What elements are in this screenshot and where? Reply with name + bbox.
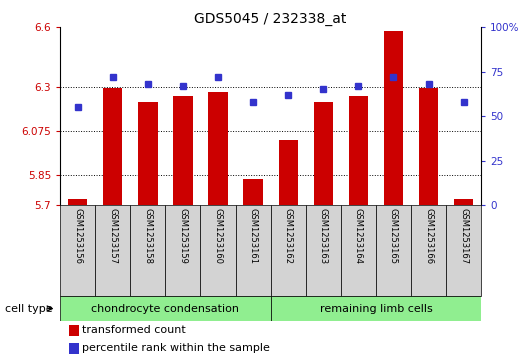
Bar [271, 205, 306, 296]
Bar [341, 205, 376, 296]
Bar [130, 205, 165, 296]
Text: GSM1253159: GSM1253159 [178, 208, 187, 264]
Bar [446, 205, 481, 296]
Text: GSM1253162: GSM1253162 [283, 208, 293, 264]
Text: GSM1253156: GSM1253156 [73, 208, 82, 264]
Bar [95, 205, 130, 296]
Bar [69, 325, 78, 336]
Text: GSM1253167: GSM1253167 [459, 208, 468, 264]
Bar [271, 296, 481, 321]
Bar [349, 97, 368, 205]
Bar [138, 102, 157, 205]
Bar [60, 296, 271, 321]
Text: cell type: cell type [5, 303, 53, 314]
Bar [103, 89, 122, 205]
Bar [200, 205, 235, 296]
Bar [208, 93, 228, 205]
Text: percentile rank within the sample: percentile rank within the sample [82, 343, 270, 353]
Bar [419, 89, 438, 205]
Bar [60, 205, 95, 296]
Bar [173, 97, 192, 205]
Bar [279, 140, 298, 205]
Text: GSM1253163: GSM1253163 [319, 208, 328, 264]
Text: GSM1253161: GSM1253161 [248, 208, 258, 264]
Text: GSM1253158: GSM1253158 [143, 208, 152, 264]
Text: GSM1253157: GSM1253157 [108, 208, 117, 264]
Text: GSM1253160: GSM1253160 [213, 208, 222, 264]
Bar [384, 31, 403, 205]
Text: transformed count: transformed count [82, 325, 186, 335]
Bar [244, 179, 263, 205]
Bar [376, 205, 411, 296]
Text: GSM1253166: GSM1253166 [424, 208, 433, 264]
Title: GDS5045 / 232338_at: GDS5045 / 232338_at [195, 12, 347, 26]
Bar [235, 205, 271, 296]
Bar [68, 199, 87, 205]
Bar [69, 343, 78, 354]
Text: chondrocyte condensation: chondrocyte condensation [92, 303, 240, 314]
Bar [165, 205, 200, 296]
Bar [314, 102, 333, 205]
Bar [454, 199, 473, 205]
Text: remaining limb cells: remaining limb cells [320, 303, 433, 314]
Text: GSM1253164: GSM1253164 [354, 208, 363, 264]
Text: GSM1253165: GSM1253165 [389, 208, 398, 264]
Bar [306, 205, 341, 296]
Bar [411, 205, 446, 296]
